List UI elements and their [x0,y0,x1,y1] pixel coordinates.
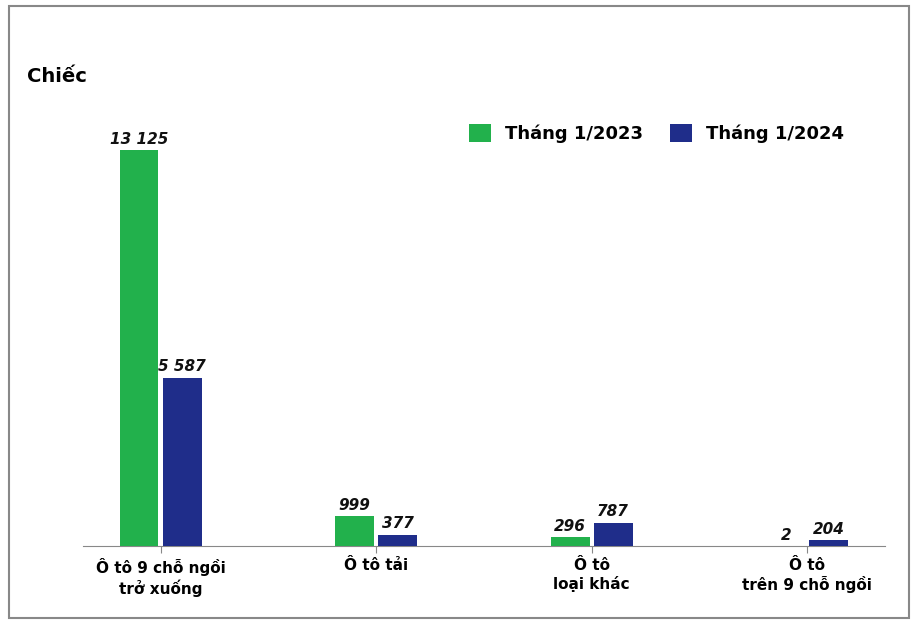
Text: Chiếc: Chiếc [27,67,87,85]
Text: 377: 377 [382,516,414,531]
Bar [594,522,633,547]
Bar [162,378,202,547]
Legend: Tháng 1/2023, Tháng 1/2024: Tháng 1/2023, Tháng 1/2024 [462,116,852,150]
Text: 296: 296 [554,519,586,534]
Text: 204: 204 [812,522,845,537]
Bar [335,516,374,547]
Bar [119,150,159,547]
Bar [378,535,417,547]
Text: 999: 999 [339,497,371,512]
Text: 13 125: 13 125 [110,132,168,147]
Text: 2: 2 [780,528,791,543]
Bar [551,537,589,547]
Bar [810,540,848,547]
Text: 787: 787 [598,504,629,519]
Text: 5 587: 5 587 [158,359,206,374]
